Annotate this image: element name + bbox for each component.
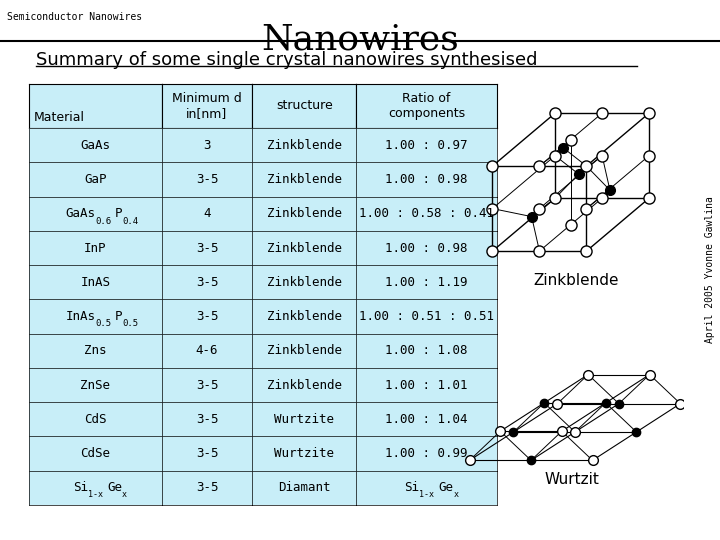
Text: Zinkblende: Zinkblende bbox=[266, 379, 342, 392]
Text: x: x bbox=[122, 490, 127, 500]
Text: 3-5: 3-5 bbox=[196, 413, 218, 426]
Text: 4-6: 4-6 bbox=[196, 345, 218, 357]
Text: Zinkblende: Zinkblende bbox=[266, 139, 342, 152]
Text: GaAs: GaAs bbox=[66, 207, 95, 220]
Text: x: x bbox=[454, 490, 458, 500]
Text: Ge: Ge bbox=[439, 481, 454, 494]
Text: Material: Material bbox=[34, 111, 85, 124]
Text: P: P bbox=[115, 207, 122, 220]
Text: Zinkblende: Zinkblende bbox=[266, 345, 342, 357]
Text: structure: structure bbox=[276, 99, 333, 112]
Text: Zinkblende: Zinkblende bbox=[534, 273, 618, 288]
Text: 3-5: 3-5 bbox=[196, 241, 218, 254]
Text: 1-x: 1-x bbox=[89, 490, 103, 500]
Text: Zinkblende: Zinkblende bbox=[266, 173, 342, 186]
Text: 1.00 : 0.98: 1.00 : 0.98 bbox=[385, 173, 468, 186]
Text: 1.00 : 1.19: 1.00 : 1.19 bbox=[385, 276, 468, 289]
Text: 1-x: 1-x bbox=[419, 490, 434, 500]
Text: Zinkblende: Zinkblende bbox=[266, 310, 342, 323]
Text: CdSe: CdSe bbox=[81, 447, 110, 460]
Text: Wurtzit: Wurtzit bbox=[545, 472, 600, 488]
Text: Semiconductor Nanowires: Semiconductor Nanowires bbox=[7, 12, 143, 22]
Text: Nanowires: Nanowires bbox=[261, 23, 459, 57]
Text: Zinkblende: Zinkblende bbox=[266, 276, 342, 289]
Text: InAs: InAs bbox=[66, 310, 95, 323]
Text: 3-5: 3-5 bbox=[196, 481, 218, 494]
Text: Ratio of
components: Ratio of components bbox=[388, 92, 465, 120]
Text: 3: 3 bbox=[203, 139, 211, 152]
Text: 0.5: 0.5 bbox=[122, 319, 139, 328]
Text: April 2005 Yvonne Gawlina: April 2005 Yvonne Gawlina bbox=[705, 197, 715, 343]
Text: GaAs: GaAs bbox=[81, 139, 110, 152]
Text: CdS: CdS bbox=[84, 413, 107, 426]
Text: GaP: GaP bbox=[84, 173, 107, 186]
Text: 3-5: 3-5 bbox=[196, 173, 218, 186]
Text: Si: Si bbox=[405, 481, 419, 494]
Text: 1.00 : 0.51 : 0.51: 1.00 : 0.51 : 0.51 bbox=[359, 310, 494, 323]
Text: 1.00 : 1.08: 1.00 : 1.08 bbox=[385, 345, 468, 357]
Text: 3-5: 3-5 bbox=[196, 447, 218, 460]
Text: 3-5: 3-5 bbox=[196, 310, 218, 323]
Text: 0.5: 0.5 bbox=[95, 319, 112, 328]
Text: 0.4: 0.4 bbox=[122, 217, 139, 226]
Text: Wurtzite: Wurtzite bbox=[274, 447, 334, 460]
Text: 1.00 : 1.01: 1.00 : 1.01 bbox=[385, 379, 468, 392]
Text: InAS: InAS bbox=[81, 276, 110, 289]
Text: 1.00 : 1.04: 1.00 : 1.04 bbox=[385, 413, 468, 426]
Text: 0.6: 0.6 bbox=[95, 217, 112, 226]
Text: 1.00 : 0.98: 1.00 : 0.98 bbox=[385, 241, 468, 254]
Text: Wurtzite: Wurtzite bbox=[274, 413, 334, 426]
Text: 4: 4 bbox=[203, 207, 211, 220]
Text: Summary of some single crystal nanowires synthesised: Summary of some single crystal nanowires… bbox=[36, 51, 538, 69]
Text: Diamant: Diamant bbox=[278, 481, 330, 494]
Text: Minimum d
in[nm]: Minimum d in[nm] bbox=[172, 92, 242, 120]
Text: 1.00 : 0.58 : 0.41: 1.00 : 0.58 : 0.41 bbox=[359, 207, 494, 220]
Text: Ge: Ge bbox=[108, 481, 122, 494]
Text: 1.00 : 0.97: 1.00 : 0.97 bbox=[385, 139, 468, 152]
Text: Zinkblende: Zinkblende bbox=[266, 207, 342, 220]
Text: 1.00 : 0.99: 1.00 : 0.99 bbox=[385, 447, 468, 460]
Text: Zns: Zns bbox=[84, 345, 107, 357]
Text: 3-5: 3-5 bbox=[196, 276, 218, 289]
Text: P: P bbox=[115, 310, 122, 323]
Text: ZnSe: ZnSe bbox=[81, 379, 110, 392]
Text: 3-5: 3-5 bbox=[196, 379, 218, 392]
Text: InP: InP bbox=[84, 241, 107, 254]
Text: Si: Si bbox=[73, 481, 89, 494]
Text: Zinkblende: Zinkblende bbox=[266, 241, 342, 254]
